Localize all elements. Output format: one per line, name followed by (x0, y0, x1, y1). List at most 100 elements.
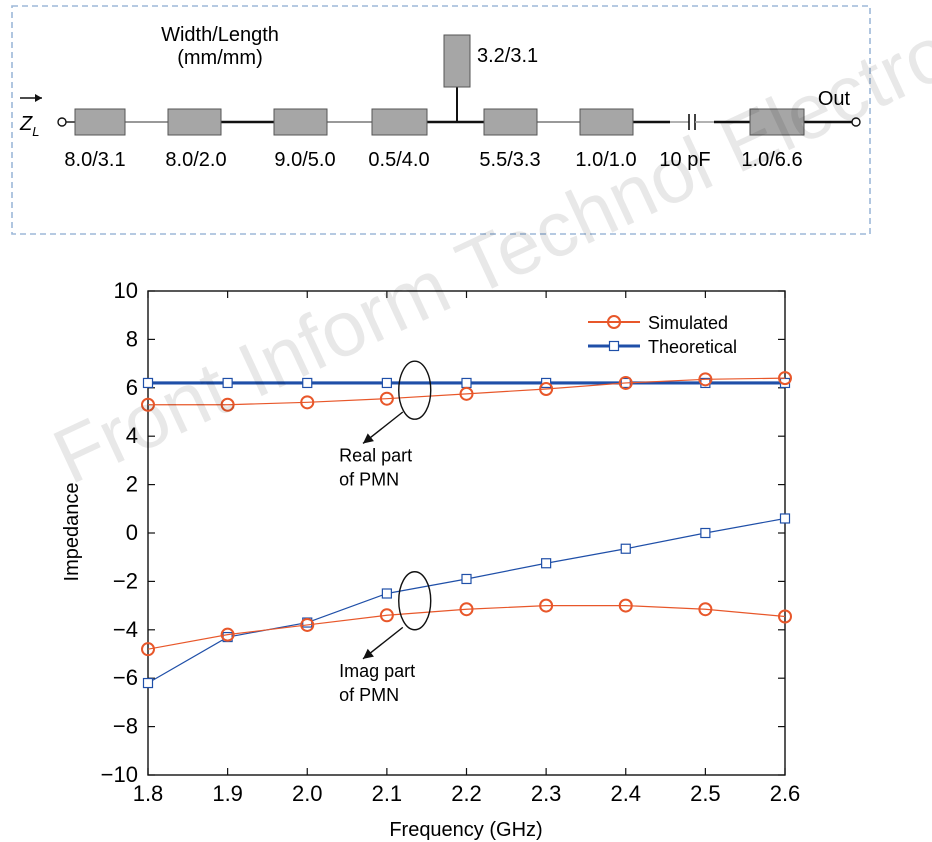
data-point-theoretical (302, 617, 313, 628)
segment-label: 8.0/3.1 (64, 149, 125, 171)
legend-marker-simulated (607, 315, 621, 329)
annotation-label: of PMN (339, 685, 399, 705)
annotation-arrowhead-icon (362, 648, 374, 659)
data-point-theoretical (620, 377, 631, 389)
data-point-simulated (379, 608, 394, 623)
capacitor-label: 10 pF (659, 149, 710, 171)
annotation-arrow-icon (362, 626, 404, 660)
data-point-theoretical (779, 377, 791, 389)
x-tick-label: 2.3 (531, 781, 562, 806)
data-point-theoretical (461, 573, 472, 585)
annotation-ellipse (398, 360, 432, 420)
line-block-4 (371, 108, 428, 136)
input-label: ZL (19, 113, 39, 139)
x-tick-label: 2.6 (770, 781, 801, 806)
y-tick-label: 2 (126, 472, 138, 497)
annotation-label: Real part (339, 446, 412, 466)
input-port-icon (57, 117, 67, 127)
line-block-7 (749, 108, 805, 136)
line-block-1 (74, 108, 126, 136)
data-point-simulated (698, 602, 713, 617)
y-tick-label: −8 (113, 714, 138, 739)
data-point-simulated (141, 397, 155, 412)
data-point-simulated (459, 386, 474, 401)
data-point-simulated (539, 598, 554, 613)
data-point-theoretical (381, 377, 392, 389)
data-point-simulated (220, 627, 235, 642)
segment-label: 5.5/3.3 (479, 149, 540, 171)
y-axis-label: Impedance (61, 483, 83, 582)
segment-label: 0.5/4.0 (368, 149, 429, 171)
x-tick-label: 2.5 (690, 781, 721, 806)
x-tick-label: 2.2 (451, 781, 482, 806)
output-port-icon (851, 117, 861, 127)
segment-label: 1.0/1.0 (575, 149, 636, 171)
x-tick-label: 1.8 (133, 781, 164, 806)
x-tick-label: 1.9 (212, 781, 243, 806)
line-block-5 (483, 108, 538, 136)
data-point-simulated (539, 382, 554, 397)
data-point-simulated (698, 372, 713, 387)
x-axis-label: Frequency (GHz) (389, 819, 542, 841)
input-subscript: L (32, 124, 39, 139)
y-tick-label: −6 (113, 665, 138, 690)
output-label: Out (818, 88, 851, 110)
annotation-label: Imag part (339, 661, 415, 681)
annotation-arrowhead-icon (362, 433, 374, 444)
y-tick-label: 6 (126, 375, 138, 400)
segment-label: 9.0/5.0 (274, 149, 335, 171)
data-point-theoretical (142, 677, 154, 689)
stub-label: 3.2/3.1 (477, 45, 538, 67)
data-point-theoretical (222, 631, 233, 643)
data-point-theoretical (700, 527, 711, 539)
data-point-simulated (300, 617, 315, 632)
segment-label: 1.0/6.6 (741, 149, 802, 171)
data-point-simulated (300, 395, 315, 410)
x-tick-label: 2.1 (372, 781, 403, 806)
circuit-border (11, 5, 871, 235)
data-point-simulated (220, 397, 235, 412)
y-tick-label: 4 (126, 423, 138, 448)
circuit-header-line1: Width/Length (161, 24, 279, 46)
y-tick-label: −10 (101, 762, 138, 787)
y-tick-label: −4 (113, 617, 138, 642)
data-point-theoretical (700, 377, 711, 389)
data-point-theoretical (779, 513, 791, 524)
segment-label: 8.0/2.0 (165, 149, 226, 171)
data-point-theoretical (222, 377, 233, 389)
x-tick-label: 2.4 (610, 781, 641, 806)
data-point-simulated (778, 371, 792, 386)
line-block-2 (167, 108, 222, 136)
data-point-simulated (379, 391, 394, 406)
annotation-arrow-icon (362, 411, 404, 445)
data-point-simulated (141, 642, 155, 657)
y-tick-label: 0 (126, 520, 138, 545)
series-line-theoretical (147, 517, 786, 684)
x-tick-label: 2.0 (292, 781, 323, 806)
plot-frame (147, 290, 786, 776)
line-block-3 (273, 108, 328, 136)
stub-block (443, 34, 471, 88)
series-line-simulated (148, 377, 786, 406)
data-point-theoretical (381, 588, 392, 599)
data-point-simulated (778, 609, 792, 624)
line-block-6 (579, 108, 634, 136)
data-point-theoretical (541, 558, 552, 569)
input-arrowhead-icon (35, 94, 42, 102)
legend-marker-theoretical (608, 340, 620, 352)
data-point-theoretical (302, 377, 313, 389)
legend-label-theoretical: Theoretical (648, 337, 737, 357)
data-point-simulated (618, 598, 633, 613)
circuit-header-line2: (mm/mm) (177, 47, 263, 69)
circuit-diagram: Width/Length (mm/mm) ZL 3.2/3.1 8.0/3.1 … (11, 5, 871, 235)
y-tick-label: 8 (126, 326, 138, 351)
data-point-theoretical (541, 377, 552, 389)
legend-label-simulated: Simulated (648, 313, 728, 333)
y-tick-label: 10 (114, 278, 138, 303)
data-point-simulated (618, 375, 633, 390)
data-point-theoretical (142, 377, 154, 389)
data-point-simulated (459, 602, 474, 617)
data-point-theoretical (461, 377, 472, 389)
annotation-label: of PMN (339, 470, 399, 490)
y-tick-label: −2 (113, 568, 138, 593)
